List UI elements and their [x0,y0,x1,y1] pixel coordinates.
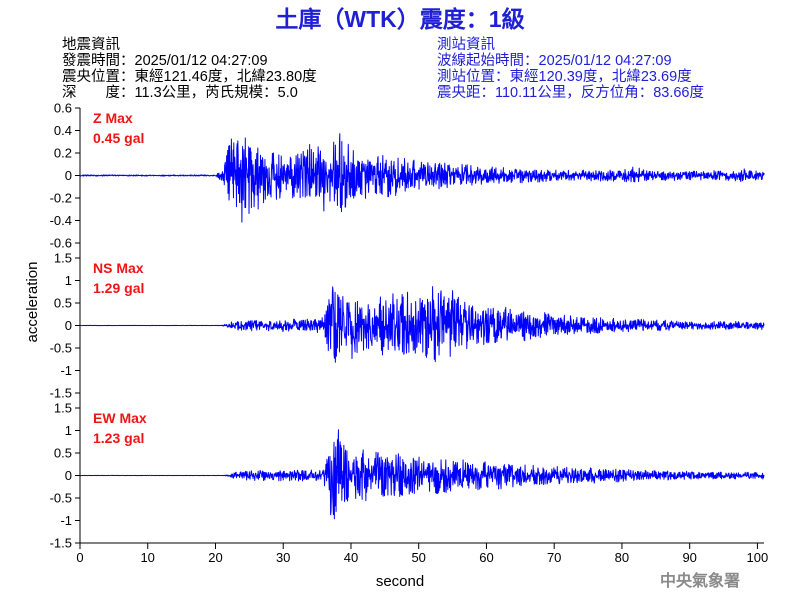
event-depth-magnitude: 深 度：11.3公里，芮氏規模：5.0 [62,84,298,101]
z-y-tick-label: -0.4 [50,213,72,228]
chart-title: 土庫（WTK）震度：1級 [275,6,524,32]
event-epicenter: 震央位置：東經121.46度，北緯23.80度 [62,68,317,85]
z-max-label: Z Max [93,110,133,126]
x-tick-label: 70 [547,550,561,565]
x-tick-label: 80 [615,550,629,565]
x-tick-label: 90 [682,550,696,565]
x-tick-label: 20 [208,550,222,565]
station-info-heading: 測站資訊 [437,36,495,53]
ew-y-tick-label: -0.5 [50,491,72,506]
z-y-tick-label: 0.4 [54,123,72,138]
ns-y-tick-label: -1 [60,363,72,378]
x-tick-label: 10 [140,550,154,565]
x-tick-label: 50 [411,550,425,565]
station-location: 測站位置：東經120.39度，北緯23.69度 [437,68,692,85]
z-y-tick-label: 0.6 [54,101,72,116]
z-max-value: 0.45 gal [93,130,144,146]
watermark: 中央氣象署 [660,571,740,590]
z-y-tick-label: -0.6 [50,236,72,251]
station-record-start: 波線起始時間：2025/01/12 04:27:09 [437,52,672,69]
ew-max-label: EW Max [93,410,147,426]
ew-y-tick-label: -1.5 [50,536,72,551]
z-y-tick-label: 0 [65,168,72,183]
ew-max-value: 1.23 gal [93,430,144,446]
ns-trace [79,286,765,363]
x-ticks: 0 10 20 30 40 50 60 70 80 90 100 [76,543,768,565]
ew-trace [79,429,765,520]
ns-y-tick-label: 0.5 [54,296,72,311]
ns-y-tick-label: 1 [65,273,72,288]
x-tick-label: 40 [344,550,358,565]
ew-y-tick-label: 1 [65,423,72,438]
event-info-heading: 地震資訊 [62,36,120,53]
station-info: 測站資訊 波線起始時間：2025/01/12 04:27:09 測站位置：東經1… [437,36,704,101]
ew-y-tick-label: 1.5 [54,401,72,416]
x-tick-label: 60 [479,550,493,565]
ns-y-tick-label: 0 [65,318,72,333]
x-axis-label: second [376,573,424,590]
z-y-tick-label: -0.2 [50,191,72,206]
ew-y-tick-label: 0 [65,468,72,483]
x-tick-label: 100 [747,550,769,565]
y-axis-label: acceleration [24,262,41,343]
ew-y-tick-label: -1 [60,513,72,528]
ns-y-tick-label: -1.5 [50,386,72,401]
z-y-tick-label: 0.2 [54,146,72,161]
event-origin-time: 發震時間：2025/01/12 04:27:09 [62,52,268,69]
waveform-panels: 0.60.40.20-0.2-0.4-0.61.510.50-0.5-1-1.5… [50,101,765,551]
z-trace [79,133,765,223]
event-info: 地震資訊 發震時間：2025/01/12 04:27:09 震央位置：東經121… [62,36,317,101]
ns-max-value: 1.29 gal [93,280,144,296]
station-distance-azimuth: 震央距：110.11公里，反方位角：83.66度 [437,84,704,101]
x-tick-label: 0 [76,550,83,565]
ns-max-label: NS Max [93,260,144,276]
ew-y-tick-label: 0.5 [54,446,72,461]
x-tick-label: 30 [276,550,290,565]
ns-y-tick-label: 1.5 [54,251,72,266]
ns-y-tick-label: -0.5 [50,341,72,356]
